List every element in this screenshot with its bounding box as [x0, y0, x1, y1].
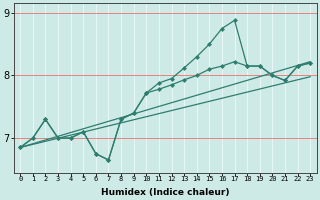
- X-axis label: Humidex (Indice chaleur): Humidex (Indice chaleur): [101, 188, 229, 197]
